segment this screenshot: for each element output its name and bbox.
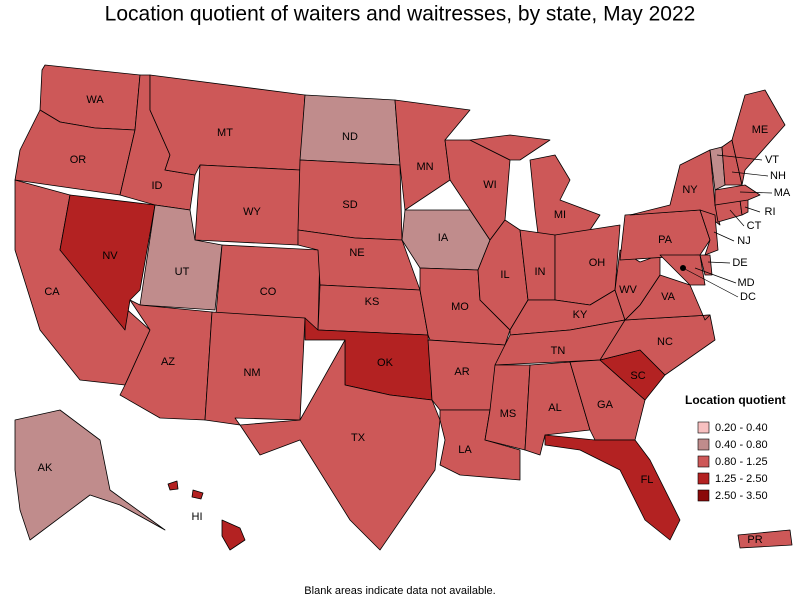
state-label: NV <box>102 250 118 262</box>
legend-label: 0.20 - 0.40 <box>715 422 768 434</box>
state-label: VA <box>661 291 676 303</box>
state <box>699 209 719 256</box>
state <box>469 134 601 251</box>
leader-line <box>707 261 731 264</box>
state-label: FL <box>641 474 654 486</box>
state-label: OK <box>377 357 394 369</box>
state-label: MI <box>554 209 566 221</box>
state-label: NE <box>349 247 364 259</box>
state-label: PR <box>747 534 762 546</box>
state <box>149 74 306 176</box>
state-label: TN <box>551 345 566 357</box>
state-label: AK <box>38 462 53 474</box>
state-label: CA <box>44 286 60 298</box>
legend-swatch <box>697 455 710 468</box>
leader-line <box>694 267 737 284</box>
state-label: WV <box>619 284 637 296</box>
state-label: CO <box>260 286 277 298</box>
state-label: SD <box>342 199 357 211</box>
state-label: CT <box>747 220 762 232</box>
states <box>14 64 793 551</box>
legend-swatch <box>697 472 710 485</box>
state-label: NJ <box>737 235 750 247</box>
state-label: OH <box>589 257 606 269</box>
state-label: WA <box>86 94 104 106</box>
leader-line <box>713 231 735 242</box>
state-label: TX <box>351 432 366 444</box>
leader-line <box>744 206 761 213</box>
state-label: NC <box>657 336 673 348</box>
state-label: OR <box>70 154 87 166</box>
state-label: MN <box>416 161 433 173</box>
state-label: MS <box>500 408 517 420</box>
state <box>444 139 511 241</box>
state-label: NH <box>770 170 786 182</box>
state-label: LA <box>458 444 472 456</box>
state-label: SC <box>630 370 645 382</box>
legend-swatch <box>697 489 710 502</box>
state-label: HI <box>192 511 203 523</box>
state-label: MD <box>737 277 754 289</box>
state <box>14 409 166 541</box>
state <box>167 480 246 551</box>
state-label: AL <box>548 402 561 414</box>
state <box>239 339 441 551</box>
legend-label: 1.25 - 2.50 <box>715 473 768 485</box>
state <box>737 529 793 549</box>
map-title: Location quotient of waiters and waitres… <box>105 3 696 26</box>
leader-line <box>729 209 745 227</box>
legend-title: Location quotient <box>685 393 786 407</box>
state-label: MO <box>451 301 469 313</box>
legend-label: 0.40 - 0.80 <box>715 439 768 451</box>
legend: 0.20 - 0.40 0.40 - 0.80 0.80 - 1.25 1.25 - … <box>697 421 768 502</box>
state <box>714 184 761 206</box>
state-label: WI <box>483 179 496 191</box>
state-label: NY <box>682 184 698 196</box>
legend-swatch <box>697 421 710 434</box>
state-label: VT <box>765 154 779 166</box>
state-label: GA <box>597 399 614 411</box>
state-label: MA <box>774 187 791 199</box>
state <box>544 434 681 541</box>
state-label: UT <box>175 266 190 278</box>
state-label: IL <box>500 269 509 281</box>
state-label: NM <box>243 367 260 379</box>
state-label: KY <box>573 309 588 321</box>
leader-line <box>716 154 763 161</box>
state-label: KS <box>365 296 380 308</box>
legend-swatch <box>697 438 710 451</box>
leader-line <box>731 171 769 177</box>
state-label: ND <box>342 131 358 143</box>
state-label: AZ <box>161 356 175 368</box>
state-label: ME <box>752 124 769 136</box>
state-label: AR <box>454 366 469 378</box>
state-label: IN <box>535 266 546 278</box>
state-label: WY <box>243 206 261 218</box>
footnote: Blank areas indicate data not available. <box>304 585 495 597</box>
state-label: ID <box>152 180 163 192</box>
state <box>731 89 786 186</box>
leader-line <box>739 191 773 194</box>
leader-line <box>682 267 739 298</box>
state-label: RI <box>765 206 776 218</box>
legend-label: 0.80 - 1.25 <box>715 456 768 468</box>
state <box>317 284 429 336</box>
state-label: DC <box>740 291 756 303</box>
legend-label: 2.50 - 3.50 <box>715 490 768 502</box>
state-label: DE <box>732 257 747 269</box>
state <box>699 254 713 276</box>
state-label: MT <box>217 127 233 139</box>
state-label: IA <box>438 232 449 244</box>
state-labels: WA OR CA NV ID MT WY UT CO AZ NM ND SD NE KS OK TX MN IA MO… <box>38 94 791 546</box>
state-label: PA <box>658 234 673 246</box>
